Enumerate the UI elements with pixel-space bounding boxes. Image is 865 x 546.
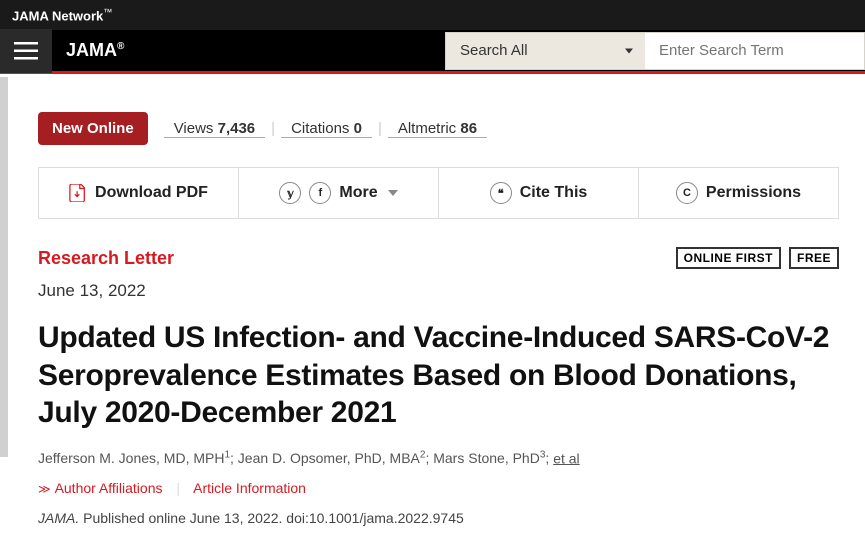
quote-icon: ❝ <box>490 182 512 204</box>
facebook-icon: f <box>309 182 331 204</box>
author-list: Jefferson M. Jones, MD, MPH1; Jean D. Op… <box>38 450 839 467</box>
citation-detail: Published online June 13, 2022. doi:10.1… <box>79 510 464 526</box>
new-online-badge: New Online <box>38 112 148 145</box>
etal-link[interactable]: et al <box>553 450 579 466</box>
authors-text: Jefferson M. Jones, MD, MPH1; Jean D. Op… <box>38 450 553 466</box>
search-input[interactable] <box>645 32 865 70</box>
altmetric-metric[interactable]: Altmetric 86 <box>388 120 487 138</box>
download-pdf-button[interactable]: Download PDF <box>39 168 239 218</box>
twitter-icon: 𝕪 <box>279 182 301 204</box>
action-bar: Download PDF 𝕪 f More ❝ Cite This C Perm… <box>38 167 839 219</box>
separator: | <box>378 120 382 137</box>
metrics-row: New Online Views 7,436 | Citations 0 | A… <box>38 112 839 145</box>
search-bar: Search All <box>445 32 865 70</box>
article-title: Updated US Infection- and Vaccine-Induce… <box>38 319 839 432</box>
article-info-link[interactable]: Article Information <box>193 480 306 496</box>
citation-line: JAMA. Published online June 13, 2022. do… <box>38 510 839 526</box>
article-content: New Online Views 7,436 | Citations 0 | A… <box>0 112 865 546</box>
views-metric[interactable]: Views 7,436 <box>164 120 265 138</box>
article-type: Research Letter <box>38 248 174 269</box>
main-nav: JAMA® Search All <box>0 30 865 74</box>
citations-metric[interactable]: Citations 0 <box>281 120 372 138</box>
separator: | <box>176 480 180 496</box>
online-first-badge: ONLINE FIRST <box>676 247 781 269</box>
article-links: ≫ Author Affiliations | Article Informati… <box>38 480 839 496</box>
scroll-strip <box>0 77 8 457</box>
publish-date: June 13, 2022 <box>38 281 839 301</box>
network-label[interactable]: JAMA Network™ <box>12 7 112 23</box>
cite-button[interactable]: ❝ Cite This <box>439 168 639 218</box>
more-button[interactable]: 𝕪 f More <box>239 168 439 218</box>
search-scope-label: Search All <box>460 42 528 59</box>
journal-brand[interactable]: JAMA® <box>52 40 138 61</box>
permissions-button[interactable]: C Permissions <box>639 168 838 218</box>
article-type-row: Research Letter ONLINE FIRST FREE <box>38 247 839 269</box>
copyright-icon: C <box>676 182 698 204</box>
chevron-right-icon: ≫ <box>38 482 51 496</box>
search-scope-select[interactable]: Search All <box>445 32 645 70</box>
chevron-down-icon <box>625 48 633 53</box>
chevron-down-icon <box>388 190 398 196</box>
hamburger-icon <box>14 42 38 60</box>
free-badge: FREE <box>789 247 839 269</box>
affiliations-link[interactable]: Author Affiliations <box>55 480 163 496</box>
separator: | <box>271 120 275 137</box>
citation-journal: JAMA. <box>38 510 79 526</box>
pdf-icon <box>69 184 87 202</box>
network-topbar: JAMA Network™ <box>0 0 865 30</box>
menu-button[interactable] <box>0 29 52 73</box>
